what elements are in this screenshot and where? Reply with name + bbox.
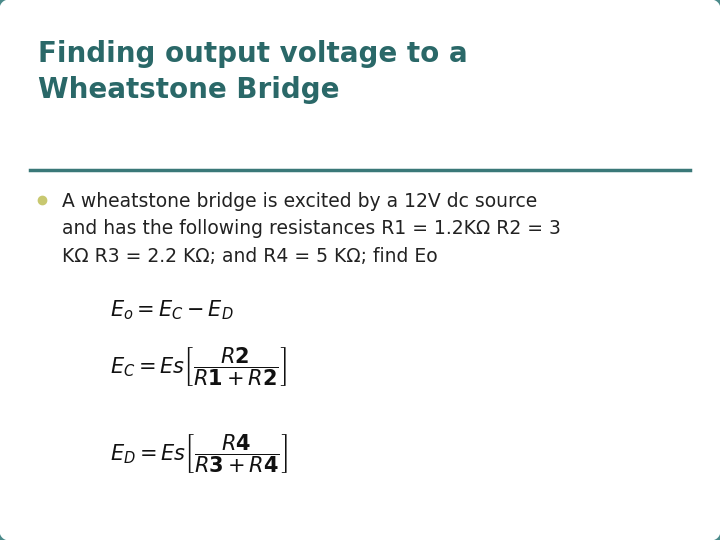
Text: $E_C = Es\left[\dfrac{R\mathbf{2}}{R\mathbf{1}+R\mathbf{2}}\right]$: $E_C = Es\left[\dfrac{R\mathbf{2}}{R\mat… (110, 345, 287, 388)
Text: Finding output voltage to a
Wheatstone Bridge: Finding output voltage to a Wheatstone B… (38, 40, 467, 104)
Text: A wheatstone bridge is excited by a 12V dc source
and has the following resistan: A wheatstone bridge is excited by a 12V … (62, 192, 561, 266)
Text: $E_D = Es\left[\dfrac{R\mathbf{4}}{R\mathbf{3}+R\mathbf{4}}\right]$: $E_D = Es\left[\dfrac{R\mathbf{4}}{R\mat… (110, 432, 288, 475)
Text: $E_o = E_C - E_D$: $E_o = E_C - E_D$ (110, 298, 234, 322)
